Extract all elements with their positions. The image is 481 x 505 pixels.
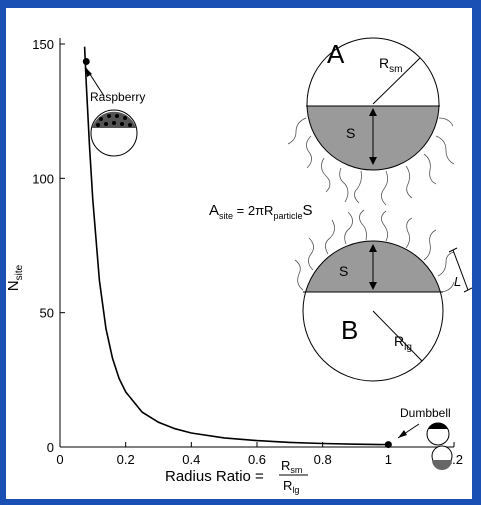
series-line	[83, 46, 389, 446]
raspberry-arrowhead	[86, 68, 92, 77]
data-markers	[82, 57, 392, 449]
x-tick-label: 0.8	[314, 452, 332, 467]
x-tick-label: 0	[56, 452, 63, 467]
circle-a-label: A	[327, 39, 345, 69]
fraction-numerator: Rsm	[281, 458, 302, 475]
circle-a-ligands	[287, 117, 455, 206]
circle-b-radius-label: Rlg	[394, 333, 412, 353]
circle-b-radius-line	[372, 310, 423, 362]
x-tick-label: 0.4	[182, 452, 200, 467]
x-ticks: 0 0.2 0.4 0.6 0.8 1 1.2	[56, 442, 463, 467]
dumbbell-label: Dumbbell	[400, 406, 451, 420]
circle-a-diagram: A Rsm S	[287, 37, 455, 206]
figure-frame: 0 0.2 0.4 0.6 0.8 1 1.2 0 50 100 150 Nsite Radius…	[6, 8, 472, 499]
raspberry-label: Raspberry	[90, 90, 145, 104]
circle-b-s-label: S	[339, 263, 348, 279]
x-axis-label: Radius Ratio =	[165, 468, 264, 485]
x-tick-label: 0.6	[248, 452, 266, 467]
circle-a-radius-line	[372, 57, 421, 105]
y-tick-label: 150	[32, 37, 54, 52]
ligand-length-bar	[452, 249, 469, 291]
circle-a-s-label: S	[346, 125, 355, 141]
ligand-length-label: L	[454, 274, 461, 289]
marker-dumbbell	[384, 441, 392, 449]
dumbbell-icon	[426, 422, 453, 470]
circle-b-label: B	[341, 315, 358, 345]
area-formula: Asite = 2πRparticleS	[209, 202, 312, 221]
y-tick-label: 0	[47, 440, 54, 455]
circle-a-radius-label: Rsm	[379, 55, 402, 75]
dumbbell-arrowhead	[398, 430, 407, 438]
fraction-denominator: Rlg	[283, 478, 299, 495]
y-axis-label: Nsite	[6, 264, 25, 291]
circle-b-ligands	[294, 209, 455, 293]
raspberry-icon	[90, 109, 138, 157]
marker-raspberry	[82, 57, 90, 65]
x-tick-label: 0.2	[117, 452, 135, 467]
y-tick-label: 100	[32, 171, 54, 186]
x-tick-label: 1	[385, 452, 392, 467]
circle-b-diagram: S B Rlg L	[294, 209, 472, 382]
y-ticks: 0 50 100 150	[32, 37, 65, 455]
y-tick-label: 50	[40, 306, 54, 321]
x-axis-label-fraction: Rsm Rlg	[279, 458, 308, 495]
